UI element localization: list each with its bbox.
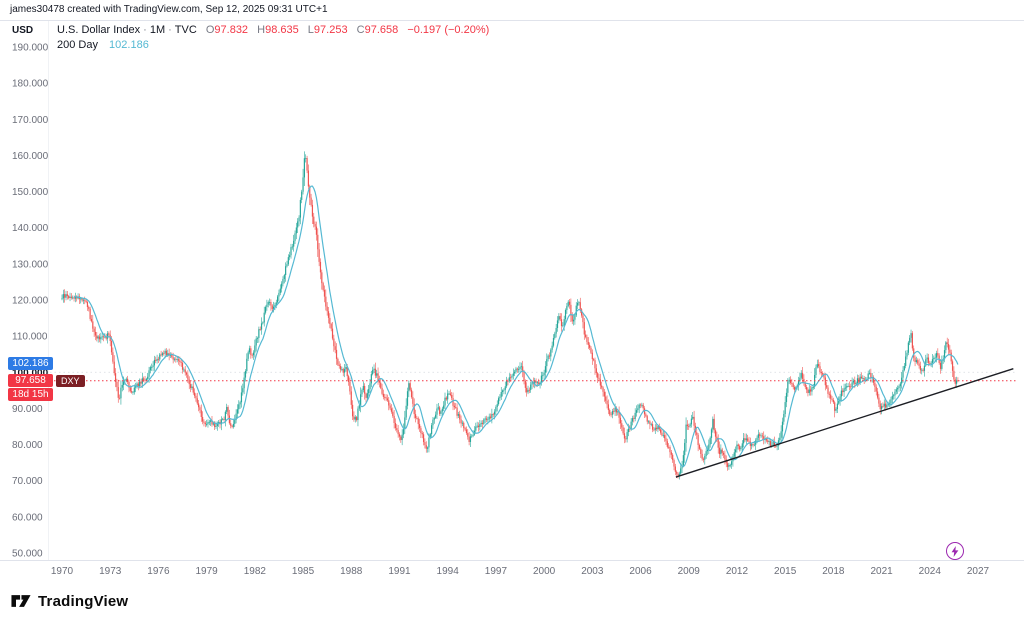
svg-text:60.000: 60.000	[12, 512, 43, 523]
svg-text:1988: 1988	[340, 566, 363, 577]
svg-text:1991: 1991	[388, 566, 411, 577]
legend-separator: ·	[168, 24, 172, 36]
lightning-icon	[951, 545, 959, 557]
svg-text:170.000: 170.000	[12, 115, 49, 126]
high-value: 98.635	[265, 24, 299, 36]
symbol-tag-badge: DXY	[56, 374, 85, 387]
svg-text:1979: 1979	[196, 566, 219, 577]
svg-text:180.000: 180.000	[12, 79, 49, 90]
indicator-legend[interactable]: 200 Day 102.186	[57, 39, 149, 51]
low-label: L	[307, 24, 314, 36]
svg-text:1970: 1970	[51, 566, 74, 577]
interval-label[interactable]: 1M	[149, 24, 166, 36]
svg-text:2009: 2009	[678, 566, 701, 577]
svg-text:110.000: 110.000	[12, 332, 48, 343]
tradingview-wordmark: TradingView	[38, 592, 129, 610]
svg-text:120.000: 120.000	[12, 296, 49, 307]
tradingview-logo[interactable]: TradingView	[10, 588, 128, 614]
legend-separator: ·	[143, 24, 147, 36]
svg-text:2006: 2006	[629, 566, 652, 577]
svg-text:2021: 2021	[870, 566, 893, 577]
svg-text:190.000: 190.000	[12, 43, 49, 54]
svg-text:2012: 2012	[726, 566, 749, 577]
ma-price-badge: 102.186	[8, 357, 53, 371]
symbol-title[interactable]: U.S. Dollar Index	[57, 24, 141, 36]
svg-text:1982: 1982	[244, 566, 267, 577]
last-price-badge: 97.658	[8, 373, 53, 387]
attribution-bar: james30478 created with TradingView.com,…	[0, 0, 1024, 21]
svg-text:90.000: 90.000	[12, 404, 43, 415]
close-value: 97.658	[364, 24, 399, 36]
svg-text:2027: 2027	[967, 566, 990, 577]
tradingview-mark-icon	[11, 595, 31, 607]
svg-text:2015: 2015	[774, 566, 797, 577]
svg-text:2018: 2018	[822, 566, 845, 577]
svg-text:1973: 1973	[99, 566, 122, 577]
svg-text:70.000: 70.000	[12, 476, 43, 487]
price-scale[interactable]	[0, 20, 48, 560]
change-value: −0.197 (−0.20%)	[407, 24, 490, 36]
attribution-text: james30478 created with TradingView.com,…	[10, 4, 328, 15]
svg-text:2024: 2024	[919, 566, 942, 577]
ma-indicator-value: 102.186	[109, 39, 149, 51]
price-scale-currency[interactable]: USD	[12, 25, 34, 36]
exchange-label[interactable]: TVC	[174, 24, 197, 36]
open-label: O	[205, 24, 215, 36]
svg-text:2003: 2003	[581, 566, 604, 577]
symbol-legend[interactable]: U.S. Dollar Index · 1M · TVC O97.832 H98.635…	[57, 24, 489, 36]
time-scale[interactable]	[0, 561, 1024, 583]
svg-text:130.000: 130.000	[12, 259, 49, 270]
svg-text:1985: 1985	[292, 566, 315, 577]
svg-text:2000: 2000	[533, 566, 556, 577]
close-label: C	[356, 24, 365, 36]
svg-text:1976: 1976	[147, 566, 170, 577]
events-lightning-button[interactable]	[946, 542, 964, 560]
svg-text:100.000: 100.000	[12, 368, 49, 379]
high-label: H	[257, 24, 266, 36]
svg-text:80.000: 80.000	[12, 440, 43, 451]
svg-text:1994: 1994	[437, 566, 460, 577]
low-value: 97.253	[313, 24, 348, 36]
svg-text:140.000: 140.000	[12, 223, 49, 234]
svg-text:1997: 1997	[485, 566, 508, 577]
svg-text:50.000: 50.000	[12, 549, 43, 560]
ma-indicator-label[interactable]: 200 Day	[57, 39, 98, 51]
svg-text:150.000: 150.000	[12, 187, 49, 198]
open-value: 97.832	[214, 24, 249, 36]
svg-text:160.000: 160.000	[12, 151, 49, 162]
bar-countdown-badge: 18d 15h	[8, 387, 53, 401]
